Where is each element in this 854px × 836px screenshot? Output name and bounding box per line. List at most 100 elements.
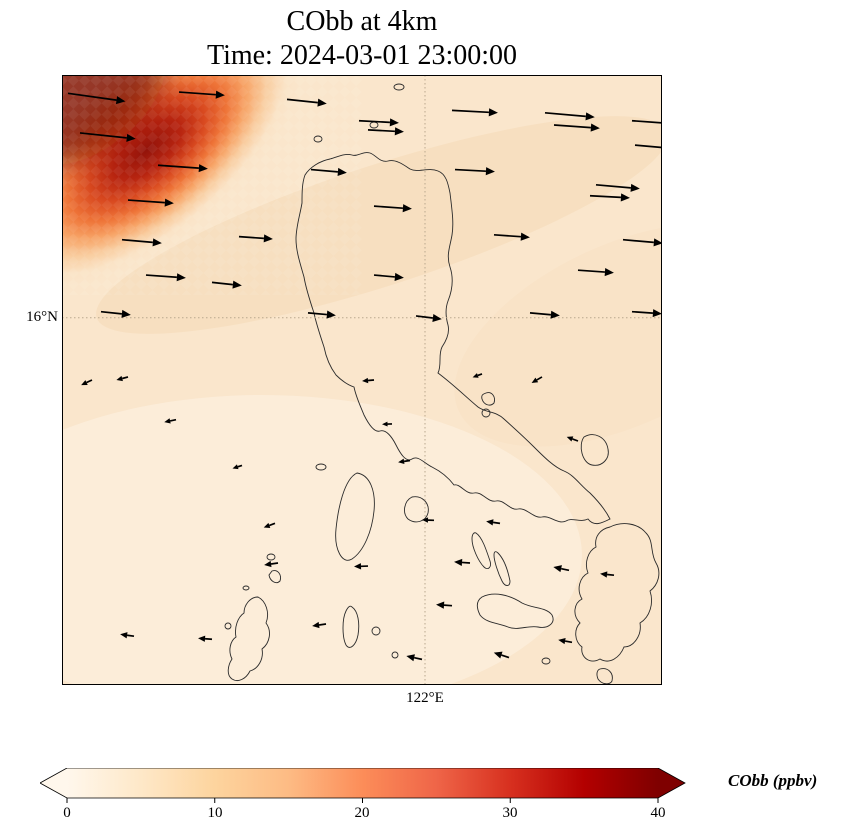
wind-arrow	[178, 90, 225, 99]
wind-arrow	[631, 309, 662, 318]
coastline-path	[224, 622, 232, 630]
axes-frame	[62, 75, 662, 685]
wind-arrow	[310, 167, 347, 176]
coastline-path	[227, 596, 270, 682]
wind-arrow	[198, 635, 213, 642]
chart-title: CObb at 4km	[286, 6, 438, 37]
wind-arrow	[406, 654, 423, 662]
coastline-path	[393, 83, 405, 91]
coastlines-layer	[224, 83, 660, 685]
coastline-path	[481, 392, 495, 406]
map-plot-svg	[0, 2, 790, 715]
colorbar-tick-label-0: 0	[63, 805, 71, 821]
coastline-path	[596, 668, 613, 685]
wind-vectors-layer	[67, 90, 675, 662]
wind-arrow	[486, 519, 501, 526]
xtick-label-lon: 122°E	[406, 690, 444, 706]
wind-arrow	[622, 238, 663, 247]
colorbar-label: CObb (ppbv)	[728, 771, 818, 790]
colorbar-svg	[39, 767, 686, 803]
wind-arrow	[553, 565, 570, 573]
coastline-path	[493, 551, 511, 586]
wind-arrow	[422, 517, 435, 523]
wind-arrow	[354, 563, 369, 570]
coastline-path	[471, 532, 491, 570]
wind-arrow	[529, 310, 560, 319]
coastline-path	[580, 434, 609, 466]
wind-arrow	[454, 558, 471, 567]
wind-arrow	[595, 183, 640, 192]
coastline-path	[574, 523, 660, 662]
coastline-path	[268, 570, 281, 584]
plume-pixel-texture	[62, 75, 362, 295]
wind-arrow	[600, 571, 615, 578]
wind-arrow	[566, 436, 579, 442]
coastline-path	[541, 657, 551, 665]
wind-arrow	[362, 377, 375, 384]
coastline-path	[481, 408, 491, 418]
ytick-label-lat: 16°N	[26, 309, 58, 325]
wind-arrow	[451, 108, 498, 117]
wind-arrow	[307, 310, 336, 319]
wind-arrow	[382, 421, 393, 427]
wind-arrow	[145, 273, 186, 282]
coastline-path	[335, 472, 375, 561]
wind-arrow	[312, 621, 327, 629]
gridlines-layer	[62, 75, 662, 685]
wind-arrow	[373, 272, 404, 281]
coastline-path	[295, 152, 611, 525]
wind-arrow	[120, 632, 135, 639]
wind-arrow	[531, 376, 543, 383]
map-area	[0, 2, 790, 715]
wind-arrow	[81, 379, 93, 386]
wind-arrow	[398, 458, 411, 465]
coastline-path	[342, 605, 360, 648]
wind-arrow	[553, 123, 600, 132]
wind-arrow	[358, 118, 399, 127]
coastline-path	[371, 626, 381, 636]
wind-arrow	[589, 193, 630, 202]
coastline-path	[369, 121, 379, 129]
colorbar: 0 10 20 30 40	[39, 767, 690, 830]
wind-arrow	[436, 601, 453, 609]
colorbar-tick-label-40: 40	[650, 805, 666, 821]
colorbar-tick-label-30: 30	[502, 805, 518, 821]
wind-arrow	[373, 204, 412, 213]
wind-arrow	[121, 238, 162, 247]
wind-arrow	[211, 280, 242, 289]
wind-arrow	[558, 637, 573, 645]
coastline-path	[313, 135, 323, 143]
wind-arrow	[454, 167, 495, 176]
coastline-path	[391, 651, 399, 659]
colorbar-ticks	[66, 798, 659, 803]
wind-arrow	[116, 375, 129, 382]
wind-arrow	[164, 418, 177, 424]
wind-arrow	[286, 98, 327, 107]
wind-arrow	[264, 560, 279, 568]
colorbar-tick-label-10: 10	[207, 805, 223, 821]
wind-arrow	[232, 464, 243, 470]
coastline-path	[315, 463, 327, 471]
wind-arrow	[238, 234, 273, 243]
coastline-path	[242, 585, 250, 591]
wind-arrow	[472, 373, 483, 378]
colorbar-tick-label-20: 20	[354, 805, 370, 821]
wind-arrow	[100, 309, 131, 318]
heatmap-light-patch	[0, 395, 582, 715]
wind-arrow	[415, 314, 442, 323]
chart-subtitle: Time: 2024-03-01 23:00:00	[206, 40, 518, 71]
wind-arrow	[577, 268, 614, 277]
wind-arrow	[367, 127, 404, 136]
wind-arrow	[544, 111, 595, 121]
coastline-path	[476, 593, 554, 629]
wind-arrow	[79, 132, 136, 142]
wind-arrow	[493, 232, 530, 241]
wind-arrow	[67, 92, 126, 105]
colorbar-bar	[39, 767, 686, 799]
wind-arrow	[493, 651, 510, 659]
coastline-path	[266, 553, 276, 561]
wind-arrow	[263, 522, 276, 528]
wind-arrow	[157, 164, 208, 173]
wind-arrow	[127, 198, 174, 207]
